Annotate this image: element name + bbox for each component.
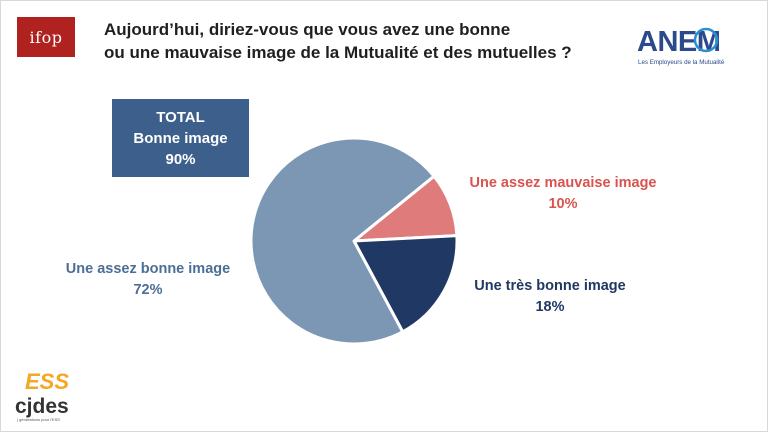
label-assez-mauvaise-name: Une assez mauvaise image (469, 175, 657, 191)
ess-logo-text: ESS (25, 369, 69, 394)
label-tres-bonne-name: Une très bonne image (474, 278, 626, 294)
label-tres-bonne-value: 18% (535, 299, 565, 315)
anem-logo: ANEM Les Employeurs de la Mutualité (637, 26, 725, 66)
chart-title: Aujourd’hui, diriez-vous que vous avez u… (104, 20, 572, 62)
total-label: TOTAL (156, 108, 205, 126)
slice-tres-bonne (352, 234, 459, 334)
cjdes-logo-text: cjdes (15, 395, 69, 418)
label-tres-bonne: Une très bonne image 18% (455, 276, 645, 318)
label-assez-bonne-name: Une assez bonne image (65, 261, 231, 277)
ifop-logo: ifop (17, 17, 75, 57)
anem-logo-tagline: Les Employeurs de la Mutualité (638, 59, 725, 66)
total-sublabel: Bonne image (133, 129, 228, 147)
label-assez-mauvaise: Une assez mauvaise image 10% (453, 173, 673, 215)
anem-logo-text: ANEM (637, 26, 720, 58)
label-assez-mauvaise-value: 10% (548, 196, 578, 212)
cjdes-logo-tagline: | générations pour l'ESS (17, 417, 60, 422)
slice-assez-bonne (249, 136, 436, 346)
label-assez-bonne-value: 72% (133, 282, 163, 298)
total-box: TOTAL Bonne image 90% (112, 99, 249, 177)
total-value: 90% (165, 150, 196, 168)
label-assez-bonne: Une assez bonne image 72% (48, 259, 248, 301)
ess-cjdes-logo: ESS cjdes | générations pour l'ESS (15, 369, 69, 422)
